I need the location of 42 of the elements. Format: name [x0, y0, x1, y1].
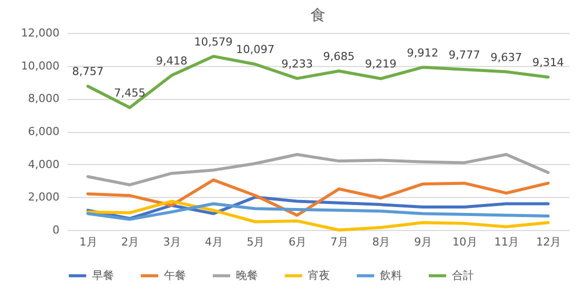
chart-title: 食: [310, 6, 326, 24]
x-tick-label: 2月: [121, 236, 140, 248]
line-series: [86, 200, 550, 232]
legend-label: 午餐: [164, 268, 186, 282]
line-series: [86, 202, 550, 221]
data-label: 9,418: [156, 54, 188, 68]
x-tick-label: 3月: [163, 236, 182, 248]
data-label: 8,757: [72, 65, 104, 78]
data-label: 7,455: [114, 86, 146, 100]
data-label: 9,219: [365, 58, 396, 71]
legend-label: 早餐: [92, 268, 114, 282]
x-tick-label: 9月: [414, 236, 432, 248]
x-tick-label: 12月: [536, 236, 562, 248]
legend-label: 宵夜: [308, 268, 330, 282]
data-label: 10,097: [236, 43, 274, 56]
x-tick-label: 11月: [494, 236, 520, 248]
data-label: 9,637: [490, 50, 522, 64]
x-tick-label: 4月: [204, 236, 223, 248]
y-tick-label: 2,000: [28, 190, 60, 204]
x-tick-label: 6月: [288, 236, 307, 248]
data-label: 10,579: [194, 35, 233, 48]
y-tick-label: 0: [52, 224, 60, 236]
legend-label: 晚餐: [236, 268, 258, 282]
x-tick-label: 10月: [452, 236, 478, 248]
line-series: [86, 152, 550, 186]
data-label: 9,314: [532, 56, 564, 70]
y-tick-label: 8,000: [28, 92, 60, 106]
data-label: 9,233: [281, 57, 313, 70]
y-tick-label: 4,000: [28, 158, 60, 171]
x-tick-label: 5月: [246, 236, 265, 248]
x-tick-label: 8月: [372, 236, 390, 248]
data-label: 9,912: [406, 46, 438, 60]
x-tick-label: 7月: [330, 236, 348, 248]
x-tick-label: 1月: [79, 236, 98, 248]
y-tick-label: 10,000: [21, 59, 60, 72]
data-label: 9,777: [448, 48, 480, 62]
y-tick-label: 12,000: [21, 26, 60, 40]
y-tick-label: 6,000: [28, 125, 60, 138]
legend-label: 合計: [452, 268, 474, 282]
line-series: [86, 178, 550, 217]
data-label: 9,685: [323, 50, 355, 64]
legend-label: 飲料: [380, 268, 402, 282]
